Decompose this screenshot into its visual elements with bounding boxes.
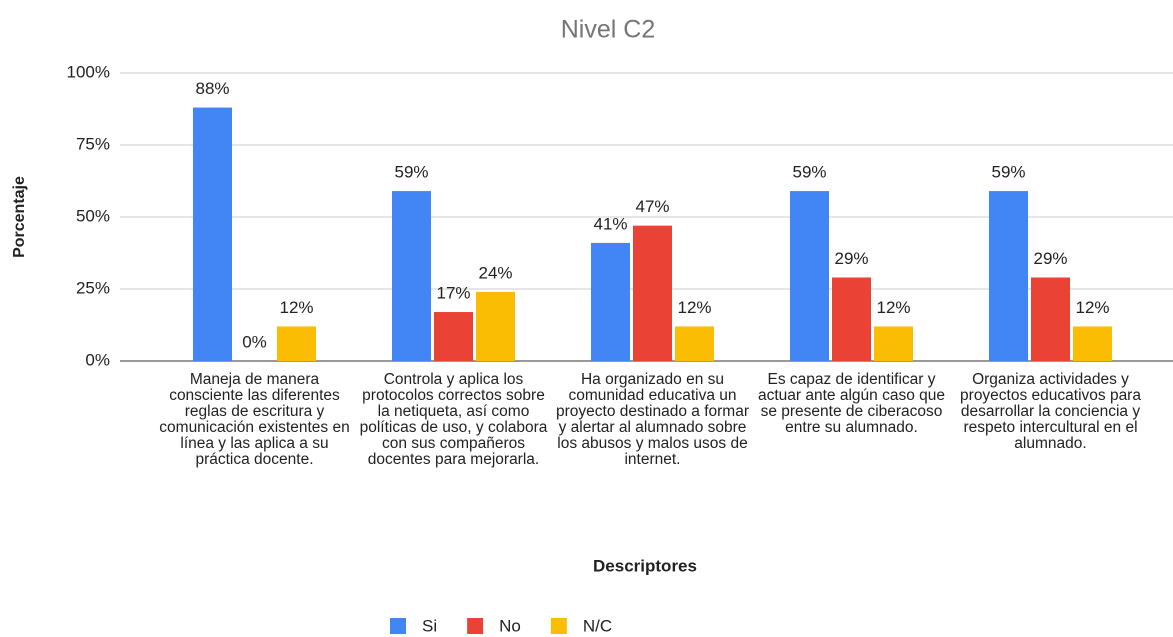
bar bbox=[1031, 277, 1070, 361]
data-label: 41% bbox=[593, 214, 627, 233]
legend-label: N/C bbox=[583, 616, 612, 635]
bar bbox=[675, 326, 714, 361]
bar bbox=[989, 191, 1028, 361]
legend-swatch bbox=[467, 618, 484, 634]
data-label: 17% bbox=[436, 284, 470, 303]
bar bbox=[392, 191, 431, 361]
bar bbox=[277, 326, 316, 361]
y-tick-label: 75% bbox=[76, 134, 110, 153]
data-label: 12% bbox=[876, 298, 910, 317]
x-axis-title: Descriptores bbox=[593, 556, 697, 575]
x-tick-label: Organiza actividades y proyectos educati… bbox=[960, 371, 1141, 452]
chart-title: Nivel C2 bbox=[561, 16, 655, 44]
legend-swatch bbox=[390, 618, 406, 634]
bar bbox=[591, 242, 630, 361]
bar bbox=[874, 326, 913, 361]
data-label: 59% bbox=[394, 163, 428, 182]
y-tick-label: 100% bbox=[67, 62, 110, 81]
x-tick-label: Es capaz de identificar y actuar ante al… bbox=[758, 371, 945, 436]
x-tick-label: Controla y aplica los protocolos correct… bbox=[359, 371, 548, 468]
legend-swatch bbox=[550, 618, 567, 634]
data-label: 12% bbox=[1075, 298, 1109, 317]
x-tick-label: Maneja de manera consciente las diferent… bbox=[159, 371, 350, 468]
data-label: 47% bbox=[635, 197, 669, 216]
y-axis-title: Porcentaje bbox=[11, 176, 28, 258]
y-tick-label: 25% bbox=[76, 278, 110, 297]
bar bbox=[476, 291, 515, 361]
data-label: 29% bbox=[1033, 249, 1067, 268]
bar bbox=[832, 277, 871, 361]
data-label: 29% bbox=[834, 249, 868, 268]
data-label: 59% bbox=[792, 163, 826, 182]
data-label: 59% bbox=[991, 163, 1025, 182]
bar bbox=[633, 225, 672, 361]
bar bbox=[1073, 326, 1112, 361]
bar bbox=[790, 191, 829, 361]
y-tick-label: 50% bbox=[76, 206, 110, 225]
x-tick-label: Ha organizado en su comunidad educativa … bbox=[556, 371, 749, 468]
y-tick-label: 0% bbox=[85, 350, 110, 369]
data-label: 12% bbox=[279, 298, 313, 317]
data-label: 0% bbox=[242, 332, 267, 351]
legend-label: No bbox=[499, 616, 521, 635]
legend-label: Si bbox=[422, 616, 437, 635]
bar bbox=[193, 107, 232, 361]
data-label: 12% bbox=[677, 298, 711, 317]
data-label: 88% bbox=[195, 79, 229, 98]
data-label: 24% bbox=[478, 263, 512, 282]
bar bbox=[434, 312, 473, 361]
